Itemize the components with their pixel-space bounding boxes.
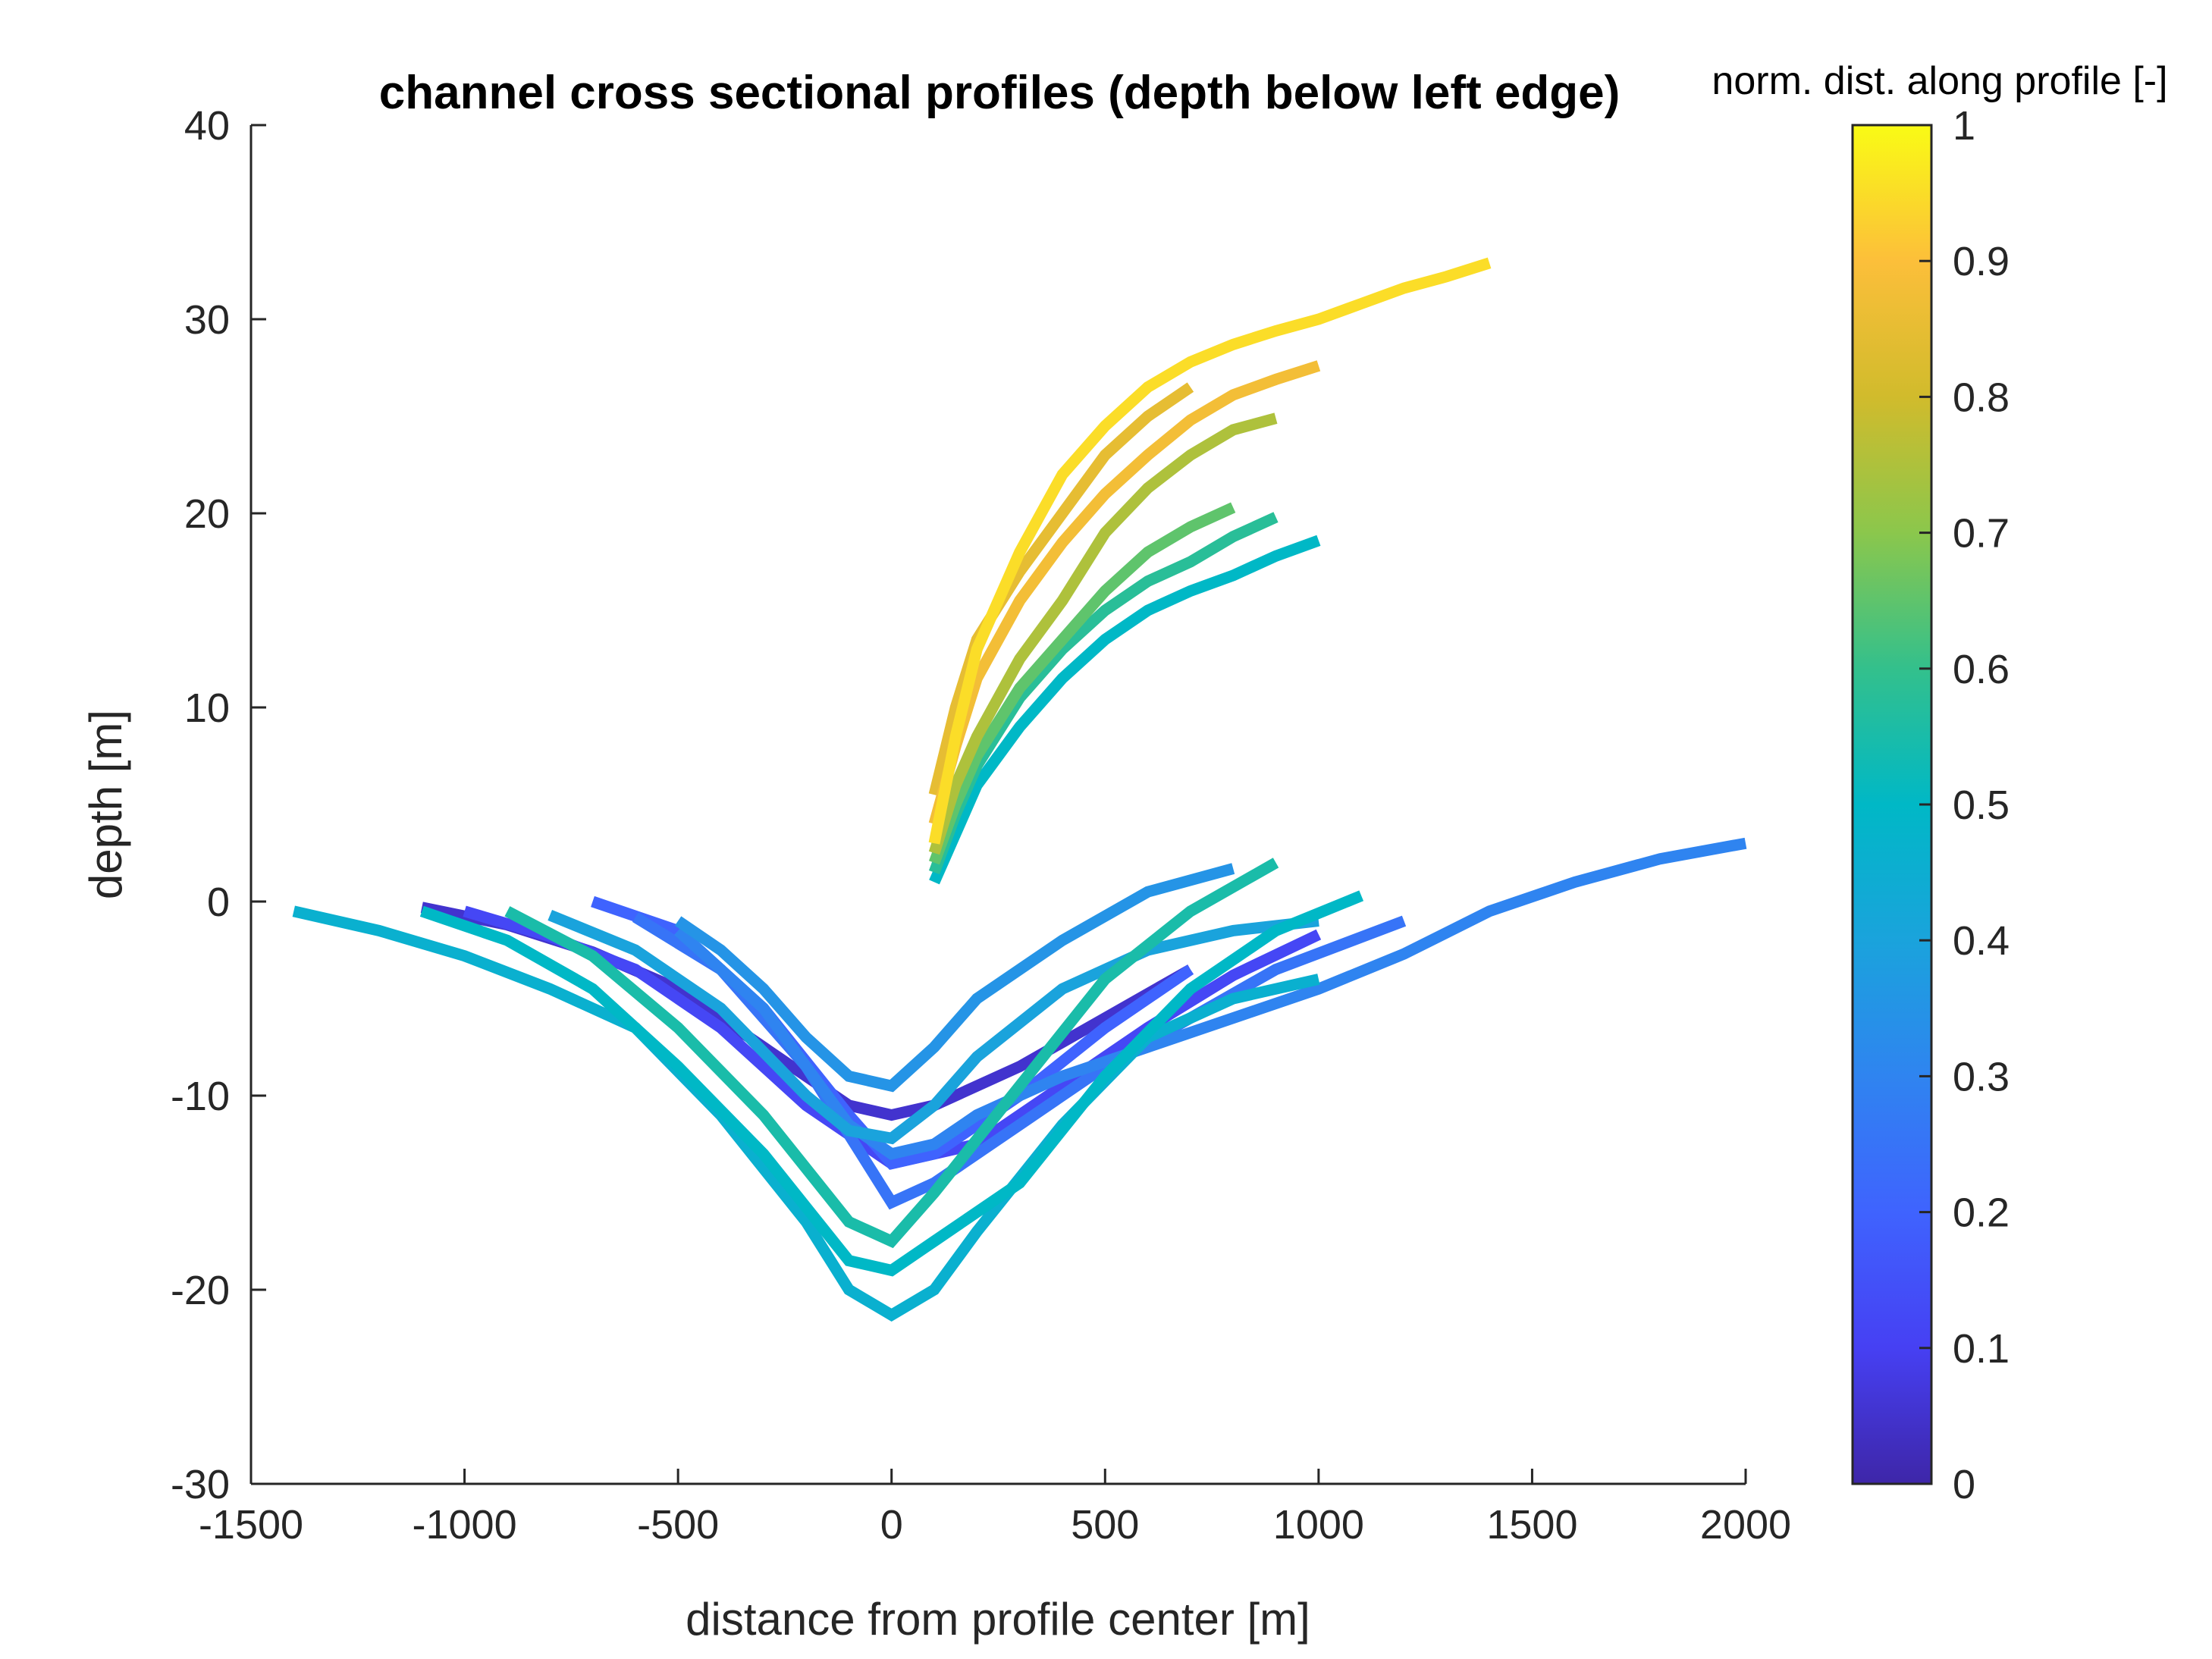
colorbar-tick-label: 0.6 [1953, 647, 2010, 692]
y-tick-label: 40 [184, 103, 230, 149]
series-lines [292, 257, 1747, 1322]
x-tick-label: 1500 [1486, 1502, 1577, 1548]
colorbar-tick-label: 0.2 [1953, 1190, 2010, 1236]
colorbar-label: norm. dist. along profile [-] [1712, 59, 2167, 103]
profile-line-14 [928, 412, 1278, 855]
colorbar-gradient [1851, 124, 1933, 1485]
x-tick-label: 500 [1071, 1502, 1139, 1548]
y-tick-label: 30 [184, 297, 230, 343]
x-axis-label: distance from profile center [m] [686, 1594, 1310, 1645]
x-ticks: -1500 -1000 -500 0 500 1000 1500 2000 [199, 1469, 1791, 1548]
colorbar-ticks: 0 0.1 0.2 0.3 0.4 0.5 0.6 0.7 0.8 0.9 1 [1919, 103, 2010, 1507]
x-tick-label: 2000 [1700, 1502, 1791, 1548]
profile-line-13 [928, 502, 1236, 865]
x-tick-label: 1000 [1273, 1502, 1364, 1548]
colorbar-tick-label: 0.4 [1953, 918, 2010, 964]
y-ticks: -30 -20 -10 0 10 20 30 40 [171, 103, 266, 1507]
colorbar-tick-label: 0.3 [1953, 1054, 2010, 1099]
profile-line-8 [292, 905, 1320, 1322]
profile-line-10 [504, 858, 1279, 1249]
profile-line-9 [419, 890, 1364, 1277]
x-tick-label: -500 [637, 1502, 719, 1548]
profile-line-12 [928, 512, 1279, 875]
colorbar: norm. dist. along profile [-] 0 0.1 0.2 0.3… [1712, 59, 2167, 1507]
profile-line-11 [929, 535, 1321, 885]
colorbar-tick-label: 1 [1953, 103, 1975, 149]
y-tick-label: 10 [184, 685, 230, 731]
colorbar-tick-label: 0.8 [1953, 375, 2010, 420]
y-tick-label: 20 [184, 491, 230, 537]
y-tick-label: -20 [171, 1268, 230, 1313]
profile-line-15 [928, 382, 1194, 796]
plot-axes [249, 125, 1746, 1485]
profile-line-6 [674, 863, 1235, 1093]
chart-title: channel cross sectional profiles (depth … [379, 67, 1620, 119]
colorbar-tick-label: 0 [1953, 1462, 1975, 1507]
y-axis-label: depth [m] [80, 710, 131, 899]
x-tick-label: -1500 [199, 1502, 303, 1548]
colorbar-tick-label: 0.9 [1953, 239, 2010, 284]
profile-line-17 [928, 257, 1492, 845]
y-tick-label: 0 [207, 880, 230, 925]
colorbar-tick-label: 0.7 [1953, 511, 2010, 557]
profile-line-5 [674, 837, 1747, 1160]
x-tick-label: 0 [880, 1502, 903, 1548]
y-tick-label: -30 [171, 1462, 230, 1507]
x-tick-label: -1000 [413, 1502, 517, 1548]
profile-line-7 [548, 909, 1319, 1145]
colorbar-tick-label: 0.1 [1953, 1326, 2010, 1372]
colorbar-tick-label: 0.5 [1953, 782, 2010, 828]
y-tick-label: -10 [171, 1074, 230, 1119]
